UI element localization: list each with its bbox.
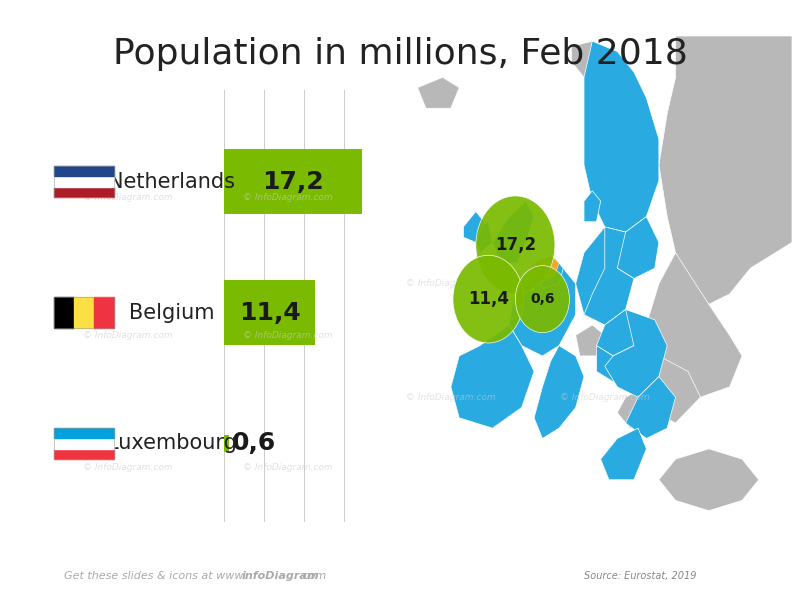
Polygon shape [584, 41, 659, 232]
Text: 11,4: 11,4 [468, 290, 509, 308]
Polygon shape [618, 387, 659, 428]
Polygon shape [418, 77, 459, 108]
Text: © InfoDiagram.com: © InfoDiagram.com [406, 393, 496, 402]
Polygon shape [509, 268, 576, 356]
Text: 0,6: 0,6 [530, 292, 554, 306]
Polygon shape [605, 310, 667, 397]
Text: Luxembourg: Luxembourg [107, 433, 237, 454]
Polygon shape [463, 211, 484, 242]
Bar [224, 280, 315, 345]
Polygon shape [576, 227, 605, 314]
Text: © InfoDiagram.com: © InfoDiagram.com [243, 193, 333, 202]
Text: © InfoDiagram.com: © InfoDiagram.com [560, 393, 650, 402]
Polygon shape [538, 258, 563, 289]
Ellipse shape [453, 255, 524, 343]
Text: Netherlands: Netherlands [109, 172, 235, 191]
Polygon shape [613, 217, 659, 278]
Ellipse shape [476, 196, 555, 294]
Polygon shape [576, 227, 634, 325]
Ellipse shape [515, 266, 570, 332]
Text: Get these slides & icons at www.: Get these slides & icons at www. [64, 571, 246, 581]
Text: 0,6: 0,6 [232, 431, 276, 455]
Text: © InfoDiagram.com: © InfoDiagram.com [83, 193, 173, 202]
Text: Belgium: Belgium [130, 302, 214, 323]
Polygon shape [472, 222, 493, 253]
Polygon shape [451, 325, 534, 428]
Polygon shape [530, 256, 559, 281]
Text: © InfoDiagram.com: © InfoDiagram.com [243, 331, 333, 340]
Text: 11,4: 11,4 [238, 301, 301, 325]
Polygon shape [597, 346, 634, 382]
Polygon shape [576, 325, 605, 356]
Text: © InfoDiagram.com: © InfoDiagram.com [83, 463, 173, 473]
Polygon shape [571, 41, 634, 98]
Polygon shape [584, 191, 601, 222]
Polygon shape [659, 36, 792, 304]
Polygon shape [601, 428, 646, 480]
Polygon shape [646, 253, 742, 397]
Text: infoDiagram: infoDiagram [242, 571, 319, 581]
Polygon shape [493, 201, 534, 263]
Text: © InfoDiagram.com: © InfoDiagram.com [406, 279, 496, 288]
Bar [224, 149, 362, 214]
Text: 17,2: 17,2 [262, 170, 324, 194]
Polygon shape [659, 449, 758, 511]
Polygon shape [634, 356, 701, 423]
Text: Source: Eurostat, 2019: Source: Eurostat, 2019 [584, 571, 697, 581]
Bar [224, 435, 229, 452]
Text: 17,2: 17,2 [494, 236, 536, 254]
Polygon shape [597, 310, 646, 356]
Polygon shape [534, 346, 584, 439]
Text: © InfoDiagram.com: © InfoDiagram.com [243, 463, 333, 473]
Text: © InfoDiagram.com: © InfoDiagram.com [83, 331, 173, 340]
Text: .com: .com [299, 571, 326, 581]
Text: Population in millions, Feb 2018: Population in millions, Feb 2018 [113, 37, 687, 71]
Polygon shape [626, 377, 675, 439]
